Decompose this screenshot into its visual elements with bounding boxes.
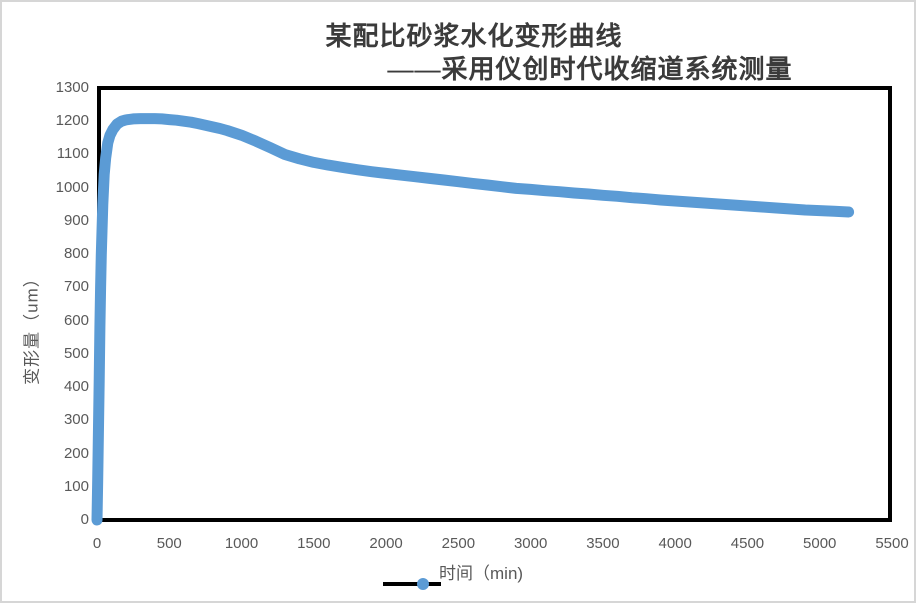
y-tick-label: 1300	[55, 79, 89, 96]
x-tick-label: 500	[156, 535, 182, 552]
legend-label: 时间（min)	[439, 564, 524, 583]
y-axis-title: 变形量（um）	[22, 269, 42, 385]
y-tick-label: 1000	[55, 178, 89, 196]
chart-title-line1: 某配比砂浆水化变形曲线	[325, 22, 623, 51]
x-tick-label: 1000	[224, 535, 259, 552]
x-tick-label: 2500	[441, 535, 476, 552]
x-tick-label: 4000	[658, 535, 692, 552]
x-tick-label: 4500	[730, 535, 765, 552]
y-tick-label: 300	[63, 411, 89, 429]
x-tick-label: 5500	[875, 535, 909, 552]
x-tick-label: 3500	[586, 535, 620, 552]
y-tick-label: 800	[63, 245, 89, 263]
x-tick-label: 5000	[803, 535, 837, 552]
x-tick-label: 3000	[513, 535, 548, 552]
x-tick-label: 2000	[369, 535, 403, 552]
y-tick-label: 600	[63, 311, 89, 329]
y-tick-label: 700	[63, 278, 89, 296]
y-tick-label: 1200	[55, 112, 89, 130]
x-tick-label: 1500	[297, 535, 331, 552]
y-tick-label: 400	[63, 378, 89, 396]
legend-key-line-icon	[383, 582, 441, 586]
y-tick-label: 0	[80, 511, 89, 528]
y-tick-label: 200	[63, 444, 89, 462]
y-tick-label: 900	[63, 211, 89, 229]
chart-title-line2: ——采用仪创时代收缩道系统测量	[387, 55, 793, 84]
y-tick-label: 100	[63, 477, 89, 495]
y-tick-label: 500	[63, 344, 89, 362]
y-tick-label: 1100	[56, 145, 89, 163]
plot-area	[97, 86, 892, 522]
x-tick-label: 0	[92, 535, 102, 552]
legend-key-marker-icon	[417, 578, 429, 590]
